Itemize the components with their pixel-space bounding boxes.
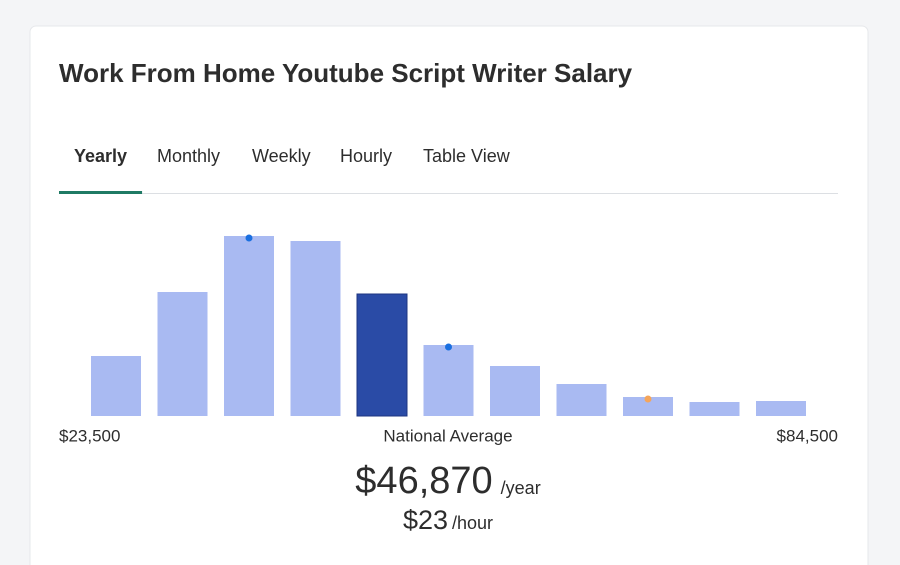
yearly-unit: /year	[501, 478, 541, 498]
yearly-salary: $46,870/year	[355, 460, 540, 502]
marker	[644, 395, 652, 403]
center-label: National Average	[383, 426, 512, 445]
marker	[245, 234, 253, 242]
bar	[556, 384, 607, 416]
tab[interactable]: Yearly	[74, 146, 127, 166]
hourly-unit: /hour	[452, 513, 493, 533]
bar	[356, 293, 408, 417]
bar	[91, 356, 141, 416]
hourly-amount: $23	[403, 505, 448, 535]
active-tab-underline	[59, 191, 143, 194]
tab[interactable]: Weekly	[252, 146, 311, 166]
yearly-amount: $46,870	[355, 460, 492, 502]
bar	[157, 292, 208, 416]
bar	[756, 401, 806, 416]
bar	[423, 345, 474, 416]
tab[interactable]: Table View	[423, 146, 511, 166]
min-label: $23,500	[59, 426, 120, 445]
marker	[445, 343, 452, 351]
bar	[623, 397, 673, 416]
bar	[689, 402, 740, 416]
tab[interactable]: Monthly	[157, 146, 220, 166]
bar	[224, 236, 274, 416]
title: Work From Home Youtube Script Writer Sal…	[59, 58, 633, 88]
max-label: $84,500	[777, 426, 838, 445]
bar	[290, 241, 341, 416]
hourly-salary: $23/hour	[403, 505, 493, 535]
tab[interactable]: Hourly	[340, 146, 392, 166]
card	[29, 25, 869, 565]
bar	[490, 366, 540, 416]
